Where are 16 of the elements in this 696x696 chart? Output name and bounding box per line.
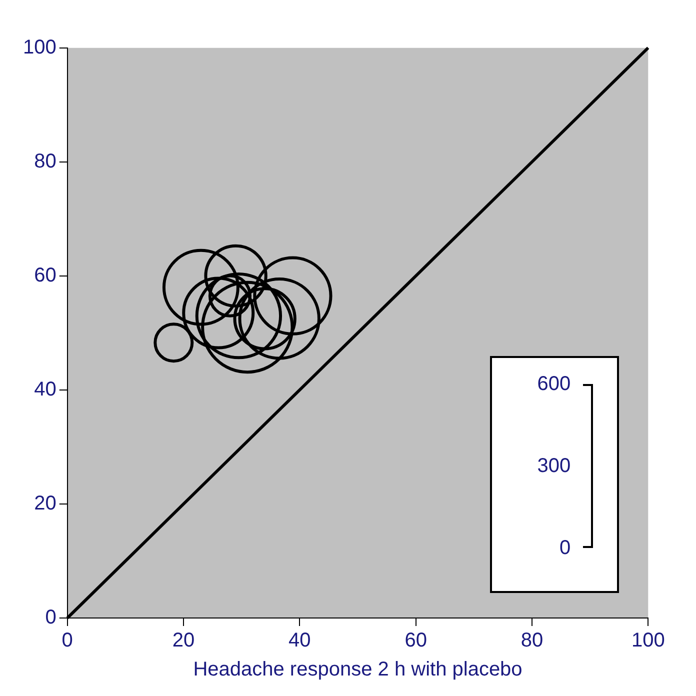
x-tick-label: 20 — [172, 630, 195, 652]
annotation: 600 — [537, 372, 571, 395]
y-tick-label: 40 — [34, 378, 56, 400]
x-tick-label: 60 — [404, 630, 427, 652]
x-tick-label: 80 — [520, 630, 544, 652]
x-tick-label: 0 — [62, 630, 73, 652]
x-axis-title: Headache response 2 h with placebo — [193, 658, 522, 681]
annotation: 300 — [537, 454, 571, 477]
y-tick-label: 60 — [34, 264, 56, 286]
x-tick-label: 40 — [288, 630, 311, 652]
y-tick-label: 0 — [45, 606, 56, 629]
y-tick-label: 20 — [34, 492, 56, 514]
annotation: 0 — [559, 536, 571, 559]
y-tick-label: 100 — [22, 36, 56, 58]
y-tick-label: 80 — [34, 150, 56, 172]
x-tick-label: 100 — [631, 630, 665, 652]
